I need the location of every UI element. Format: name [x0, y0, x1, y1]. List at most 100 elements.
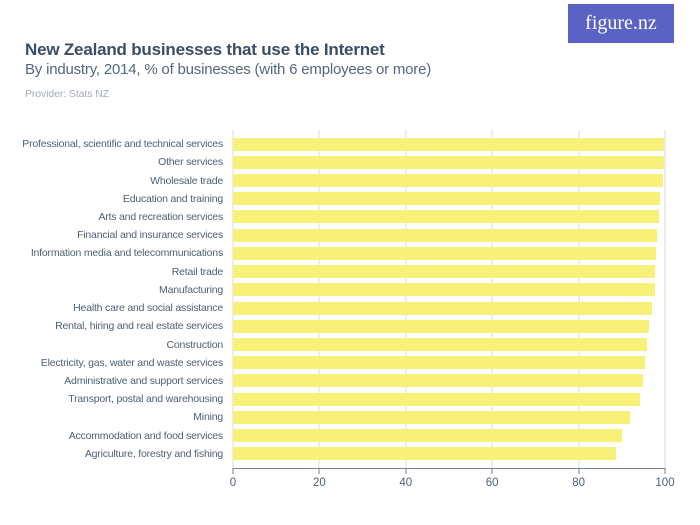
bar-track: [233, 429, 665, 443]
category-label: Arts and recreation services: [98, 210, 223, 223]
gridline: [405, 130, 407, 468]
bar: [233, 155, 664, 169]
bar: [233, 356, 646, 370]
bar: [233, 392, 640, 406]
bar-track: [233, 319, 665, 333]
bar: [233, 174, 663, 188]
gridline: [318, 130, 320, 468]
provider-credit: Provider: Stats NZ: [25, 88, 109, 100]
chart-row: Construction: [0, 335, 665, 353]
category-label: Electricity, gas, water and waste servic…: [40, 356, 223, 369]
bar: [233, 429, 623, 443]
axis-tick: [318, 468, 320, 474]
chart-row: Manufacturing: [0, 281, 665, 299]
bar: [233, 192, 661, 206]
category-label: Administrative and support services: [64, 374, 223, 387]
category-label: Transport, postal and warehousing: [68, 393, 223, 406]
category-label: Financial and insurance services: [77, 229, 223, 242]
bar-track: [233, 374, 665, 388]
bar: [233, 137, 665, 151]
category-label: Agriculture, forestry and fishing: [84, 447, 223, 460]
chart-row: Mining: [0, 408, 665, 426]
bar: [233, 447, 616, 461]
chart-row: Education and training: [0, 190, 665, 208]
gridline: [232, 130, 234, 468]
bar-track: [233, 265, 665, 279]
chart-row: Arts and recreation services: [0, 208, 665, 226]
gridline: [664, 130, 666, 468]
bar: [233, 301, 653, 315]
category-label: Other services: [158, 156, 223, 169]
bar-track: [233, 192, 665, 206]
category-label: Construction: [166, 338, 223, 351]
chart-row: Financial and insurance services: [0, 226, 665, 244]
chart-row: Health care and social assistance: [0, 299, 665, 317]
bar: [233, 410, 631, 424]
chart-row: Rental, hiring and real estate services: [0, 317, 665, 335]
chart-row: Agriculture, forestry and fishing: [0, 445, 665, 463]
axis-tick-label: 40: [399, 477, 413, 489]
chart-row: Other services: [0, 153, 665, 171]
chart-row: Wholesale trade: [0, 171, 665, 189]
chart-row: Accommodation and food services: [0, 427, 665, 445]
bar-track: [233, 338, 665, 352]
axis-tick: [491, 468, 493, 474]
axis-tick: [578, 468, 580, 474]
bar: [233, 246, 657, 260]
bar-track: [233, 228, 665, 242]
plot-area: [232, 130, 666, 468]
axis-tick-label: 20: [312, 477, 326, 489]
x-axis-line: [233, 468, 665, 469]
bar-track: [233, 283, 665, 297]
chart-subtitle: By industry, 2014, % of businesses (with…: [25, 61, 432, 78]
chart-row: Administrative and support services: [0, 372, 665, 390]
category-label: Mining: [193, 411, 223, 424]
bar-track: [233, 246, 665, 260]
category-label: Wholesale trade: [150, 174, 223, 187]
axis-tick-label: 60: [485, 477, 499, 489]
x-axis: 0 20 40 60 80 100: [229, 468, 675, 498]
category-label: Retail trade: [171, 265, 223, 278]
bar-track: [233, 301, 665, 315]
chart-row: Electricity, gas, water and waste servic…: [0, 354, 665, 372]
category-label: Information media and telecommunications: [30, 247, 223, 260]
bar-track: [233, 447, 665, 461]
chart-title: New Zealand businesses that use the Inte…: [25, 40, 385, 60]
axis-tick-label: 80: [572, 477, 585, 489]
axis-tick: [664, 468, 666, 474]
bar: [233, 283, 655, 297]
category-label: Rental, hiring and real estate services: [55, 320, 223, 333]
bar-track: [233, 356, 665, 370]
bar-track: [233, 155, 665, 169]
bar-track: [233, 174, 665, 188]
bar-chart: Professional, scientific and technical s…: [0, 130, 665, 468]
axis-tick-label: 100: [655, 477, 675, 489]
bar-track: [233, 210, 665, 224]
bar: [233, 265, 656, 279]
chart-row: Transport, postal and warehousing: [0, 390, 665, 408]
bar-track: [233, 392, 665, 406]
axis-tick-label: 0: [229, 477, 237, 489]
figurenz-logo-text: figure.nz: [585, 12, 657, 34]
bar: [233, 319, 650, 333]
category-label: Health care and social assistance: [73, 302, 223, 315]
gridline: [578, 130, 580, 468]
axis-tick: [405, 468, 407, 474]
gridline: [491, 130, 493, 468]
axis-tick: [232, 468, 234, 474]
category-label: Professional, scientific and technical s…: [22, 138, 223, 151]
bar-track: [233, 137, 665, 151]
chart-row: Information media and telecommunications: [0, 244, 665, 262]
category-label: Manufacturing: [159, 283, 223, 296]
bar: [233, 374, 644, 388]
bar: [233, 338, 648, 352]
bar-track: [233, 410, 665, 424]
bar: [233, 210, 660, 224]
figurenz-logo[interactable]: figure.nz: [568, 4, 674, 43]
category-label: Accommodation and food services: [68, 429, 224, 442]
category-label: Education and training: [122, 192, 223, 205]
chart-row: Retail trade: [0, 263, 665, 281]
chart-row: Professional, scientific and technical s…: [0, 135, 665, 153]
bar: [233, 228, 658, 242]
